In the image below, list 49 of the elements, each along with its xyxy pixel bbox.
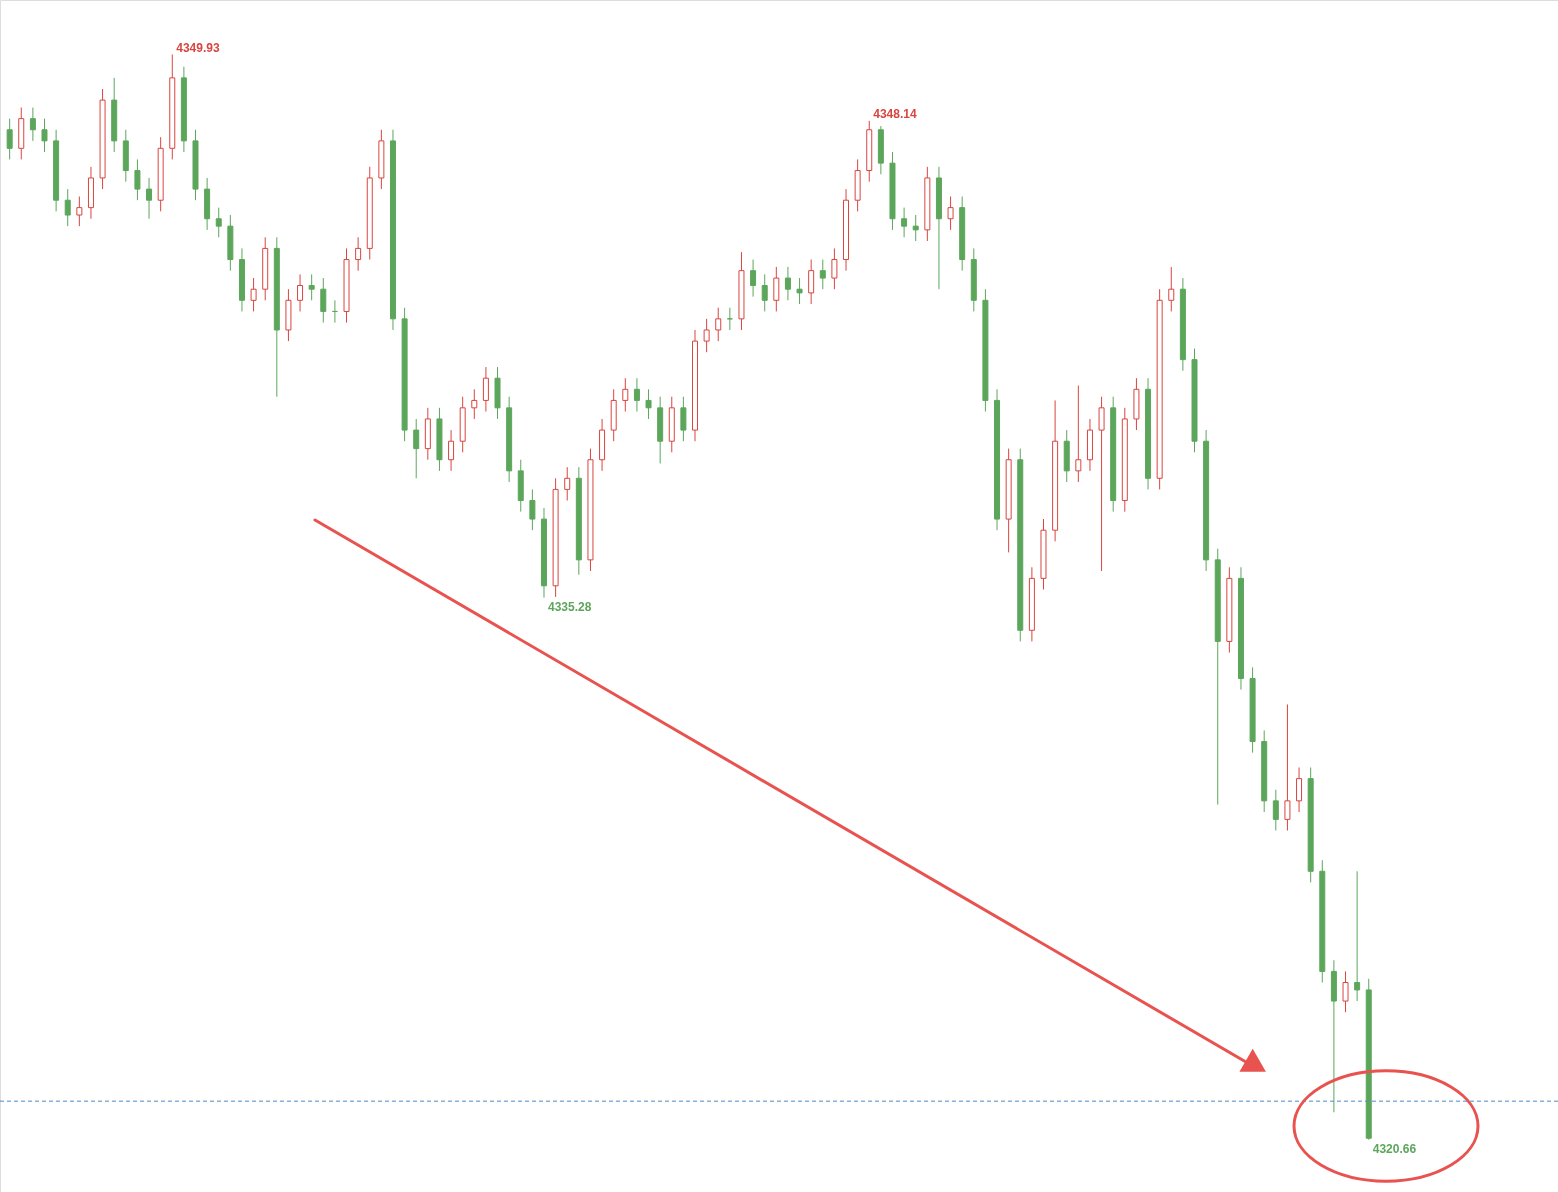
- annotation: 4348.14: [873, 106, 917, 121]
- candlestick: [796, 277, 803, 305]
- candlestick: [715, 307, 722, 342]
- candlestick: [633, 377, 640, 413]
- candlestick: [901, 207, 908, 238]
- annotation: 4349.93: [176, 40, 220, 55]
- candlestick: [448, 429, 455, 472]
- candlestick: [947, 196, 954, 231]
- candlestick: [645, 388, 652, 420]
- candlestick: [413, 418, 420, 479]
- candlestick: [355, 236, 362, 272]
- candlestick: [1098, 396, 1105, 572]
- candlestick: [912, 214, 919, 242]
- candlestick: [250, 277, 257, 312]
- candlestick: [76, 196, 83, 227]
- candlestick: [146, 177, 153, 220]
- candlestick: [482, 366, 489, 413]
- candlestick: [622, 377, 629, 413]
- annotation: 4335.28: [547, 599, 592, 614]
- candlestick: [750, 259, 757, 298]
- candlestick: [308, 273, 315, 301]
- candlestick: [6, 118, 13, 160]
- candlestick: [134, 158, 141, 201]
- candlestick: [784, 266, 791, 301]
- candlestick: [41, 118, 48, 153]
- candlestick: [215, 207, 222, 238]
- candlestick: [471, 388, 478, 420]
- candlestick: [773, 266, 780, 312]
- candlestick: [680, 396, 687, 442]
- candlestick: [761, 273, 768, 312]
- candlestick: [1075, 385, 1082, 483]
- candlestick: [64, 188, 71, 227]
- candlestick: [1342, 970, 1349, 1013]
- candlestick: [320, 277, 327, 324]
- candlestick: [529, 488, 536, 531]
- candlestick: [726, 307, 733, 331]
- candlestick: [1354, 870, 1361, 1002]
- candlestick: [297, 273, 304, 312]
- candlestick: [1168, 266, 1175, 312]
- annotation: 4320.66: [1372, 1141, 1417, 1156]
- candlestick: [808, 259, 815, 305]
- candlestick: [819, 259, 826, 290]
- candlestick: [1272, 789, 1279, 832]
- candlestick: [1284, 703, 1291, 832]
- candlestick: [703, 318, 710, 353]
- candlestick: [564, 466, 571, 502]
- candlestick: [1296, 766, 1303, 813]
- candlestick: [831, 247, 838, 290]
- candlestick: [29, 107, 36, 142]
